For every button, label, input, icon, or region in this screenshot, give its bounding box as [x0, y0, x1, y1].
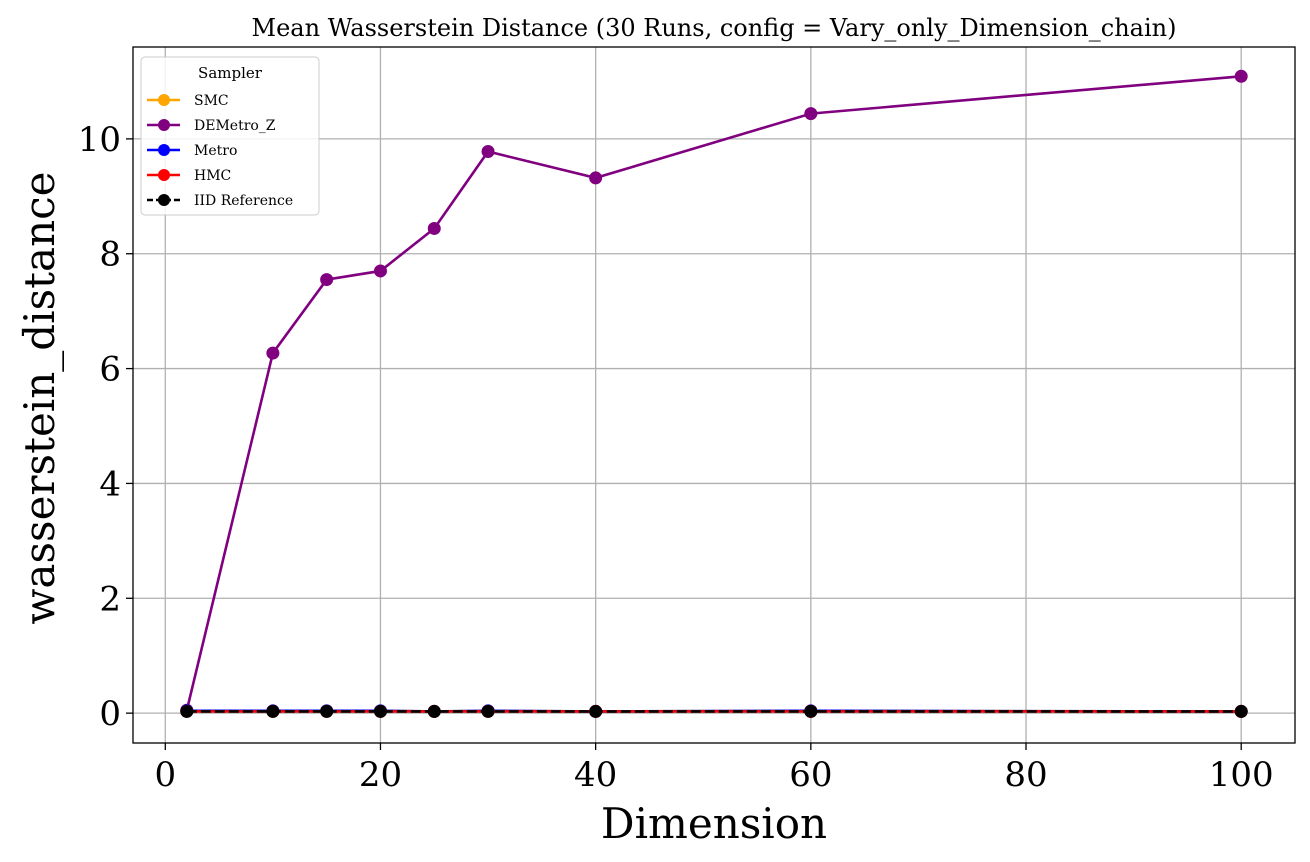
x-tick-label: 40 [574, 755, 617, 795]
legend-items: SMC DEMetro_Z Metro HMC IID Reference [147, 93, 293, 209]
data-point [481, 145, 495, 159]
y-tick-label: 10 [78, 120, 121, 160]
chart-title: Mean Wasserstein Distance (30 Runs, conf… [252, 14, 1177, 42]
legend-item: Metro [147, 143, 237, 159]
x-tick-label: 0 [154, 755, 176, 795]
data-point [373, 264, 387, 278]
data-point [427, 704, 441, 718]
data-point [266, 704, 280, 718]
legend-title: Sampler [198, 64, 263, 82]
x-ticks: 0 20 40 60 80 100 [154, 743, 1274, 795]
legend-label: DEMetro_Z [194, 118, 276, 134]
data-point [481, 704, 495, 718]
legend-marker [158, 169, 170, 181]
y-tick-label: 0 [99, 694, 121, 734]
legend-marker [158, 144, 170, 156]
legend-item: HMC [147, 168, 231, 184]
legend-item: SMC [147, 93, 229, 109]
y-tick-label: 2 [99, 579, 121, 619]
legend: Sampler SMC DEMetro_Z Metro HMC IID Referenc… [140, 56, 320, 216]
legend-box [140, 56, 320, 216]
series-iid-reference [180, 704, 1248, 718]
legend-marker [158, 94, 170, 106]
data-point [427, 221, 441, 235]
x-tick-label: 100 [1209, 755, 1274, 795]
x-tick-label: 80 [1004, 755, 1047, 795]
legend-marker [158, 194, 170, 206]
data-point [589, 704, 603, 718]
legend-marker [158, 119, 170, 131]
data-point [373, 704, 387, 718]
data-point [589, 171, 603, 185]
legend-label: Metro [194, 143, 237, 159]
y-ticks: 0 2 4 6 8 10 [78, 120, 133, 734]
series-lines [180, 69, 1248, 718]
legend-label: IID Reference [194, 193, 293, 209]
data-point [1234, 704, 1248, 718]
legend-label: SMC [194, 93, 229, 109]
data-point [804, 704, 818, 718]
x-tick-label: 20 [359, 755, 402, 795]
series-demetro-z [180, 69, 1248, 717]
legend-item: IID Reference [147, 193, 293, 209]
plot-frame [132, 46, 1296, 744]
data-point [1234, 69, 1248, 83]
series-line-demetro-z [185, 74, 1242, 711]
legend-item: DEMetro_Z [147, 118, 276, 134]
legend-label: HMC [194, 168, 231, 184]
y-tick-label: 6 [99, 350, 121, 390]
data-point [804, 107, 818, 121]
x-axis-label: Dimension [601, 799, 827, 848]
data-point [320, 704, 334, 718]
data-point [266, 346, 280, 360]
data-point [180, 704, 194, 718]
y-tick-label: 8 [99, 235, 121, 275]
x-tick-label: 60 [789, 755, 832, 795]
y-tick-label: 4 [99, 464, 121, 504]
y-axis-label: wasserstein_distance [15, 171, 64, 624]
data-point [320, 273, 334, 287]
